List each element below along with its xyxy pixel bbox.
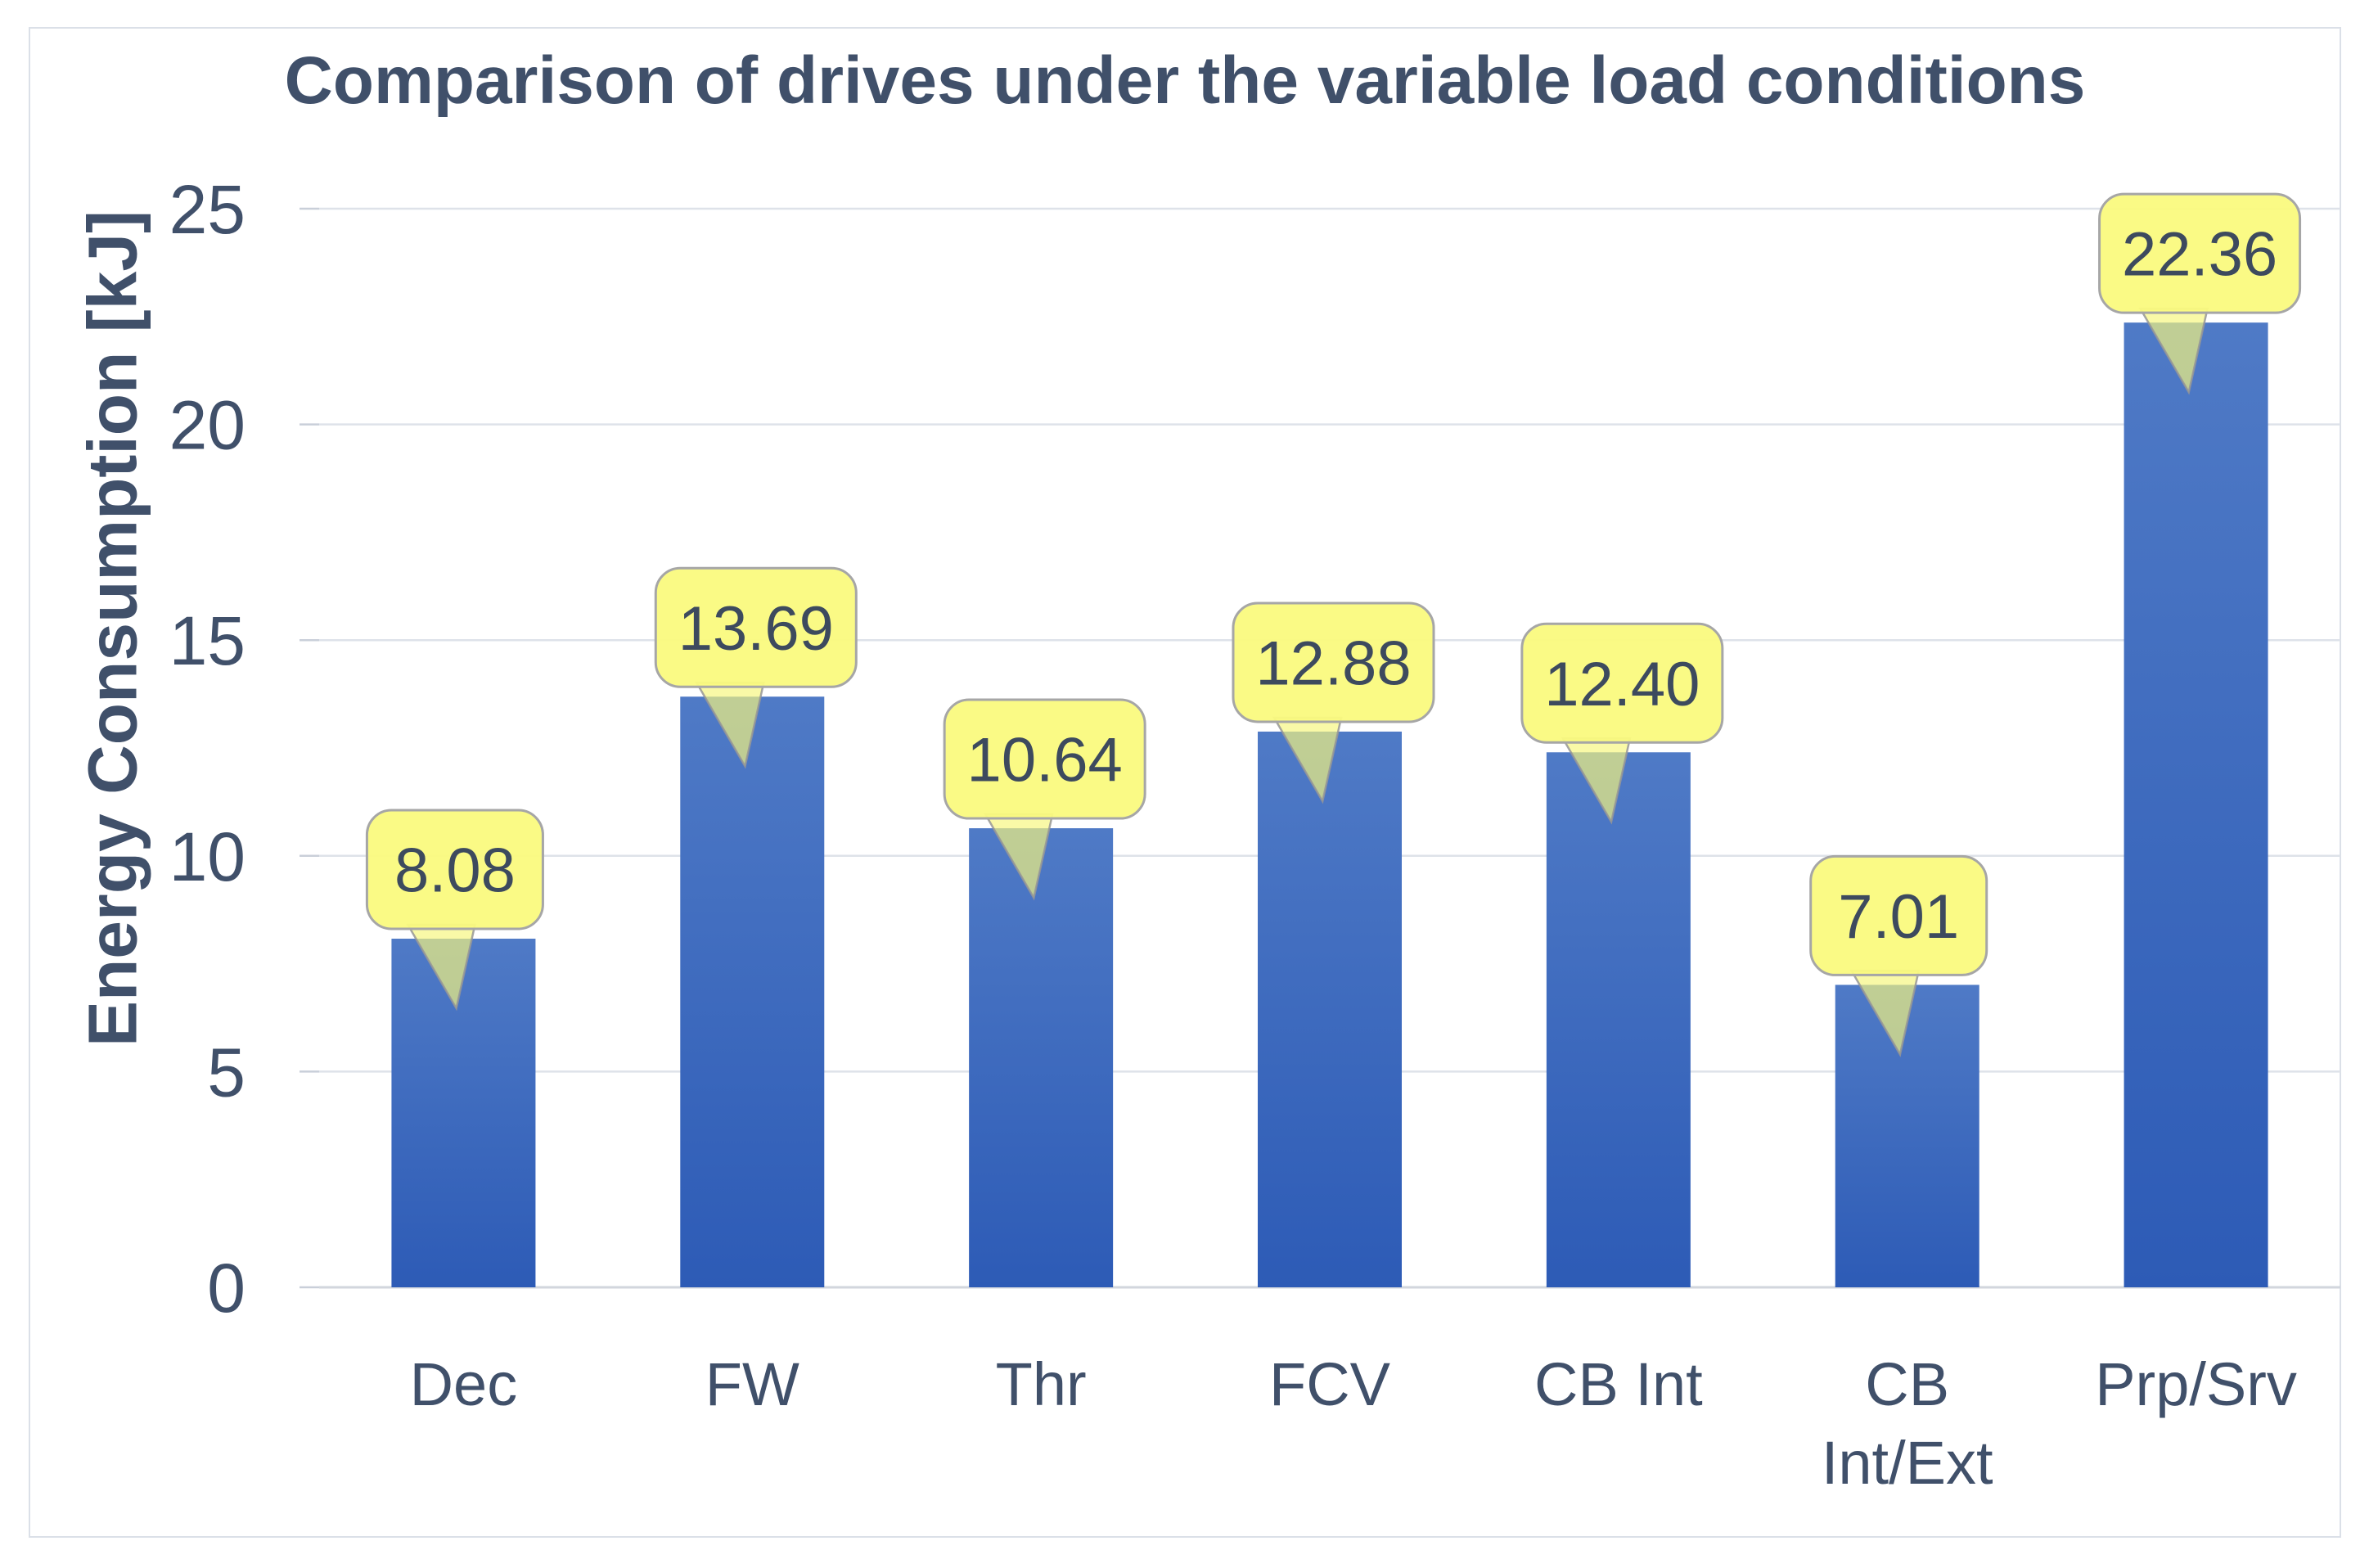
bar-dec <box>391 939 536 1287</box>
callout-bubble <box>365 809 544 930</box>
callout-bubble <box>1520 622 1724 744</box>
callout-bubble <box>2098 192 2302 314</box>
callout-value: 10.64 <box>967 726 1123 795</box>
bar-fcv <box>1258 731 1402 1287</box>
callout-value: 12.40 <box>1544 650 1700 719</box>
data-callout-dec: 8.08 <box>365 809 544 1012</box>
chart-title: Comparison of drives under the variable … <box>284 43 2086 118</box>
bar-cb-int-ext <box>1835 985 1979 1287</box>
bar-prp-srv <box>2124 322 2268 1287</box>
bar-thr <box>969 828 1114 1287</box>
x-label-thr: Thr <box>996 1350 1087 1418</box>
callout-bubble <box>654 566 858 688</box>
y-tick-label-20: 20 <box>169 387 245 464</box>
x-label-cb-int: CB Int <box>1534 1350 1703 1418</box>
bar-fw <box>680 696 825 1287</box>
data-callout-fw: 13.69 <box>654 566 858 769</box>
callout-value: 8.08 <box>394 836 516 906</box>
x-label-dec: Dec <box>410 1350 518 1418</box>
data-callout-prp-srv: 22.36 <box>2098 192 2302 395</box>
data-callout-fcv: 12.88 <box>1232 602 1435 804</box>
y-tick-label-10: 10 <box>169 818 245 895</box>
y-tick-label-15: 15 <box>169 602 245 679</box>
data-callout-thr: 10.64 <box>943 698 1146 901</box>
callout-bubble <box>943 698 1146 820</box>
x-label-fw: FW <box>705 1350 799 1418</box>
y-tick-label-0: 0 <box>207 1250 245 1327</box>
callout-value: 13.69 <box>678 594 834 664</box>
x-label-cb-int-ext-line2: Int/Ext <box>1822 1429 1993 1497</box>
y-tick-label-5: 5 <box>207 1034 245 1111</box>
x-label-fcv: FCV <box>1269 1350 1391 1418</box>
y-tick-label-25: 25 <box>169 171 245 248</box>
callout-value: 7.01 <box>1838 882 1959 952</box>
data-callout-cb-int: 12.40 <box>1520 622 1724 825</box>
callout-bubble <box>1232 602 1435 723</box>
callout-value: 22.36 <box>2122 220 2277 290</box>
callout-value: 12.88 <box>1255 629 1411 698</box>
bar-cb-int <box>1546 752 1691 1287</box>
x-label-cb-int-ext-line1: CB <box>1865 1350 1949 1418</box>
callout-bubble <box>1809 854 1988 976</box>
data-callout-cb-int-ext: 7.01 <box>1809 854 1988 1057</box>
x-label-prp-srv: Prp/Srv <box>2095 1350 2297 1418</box>
